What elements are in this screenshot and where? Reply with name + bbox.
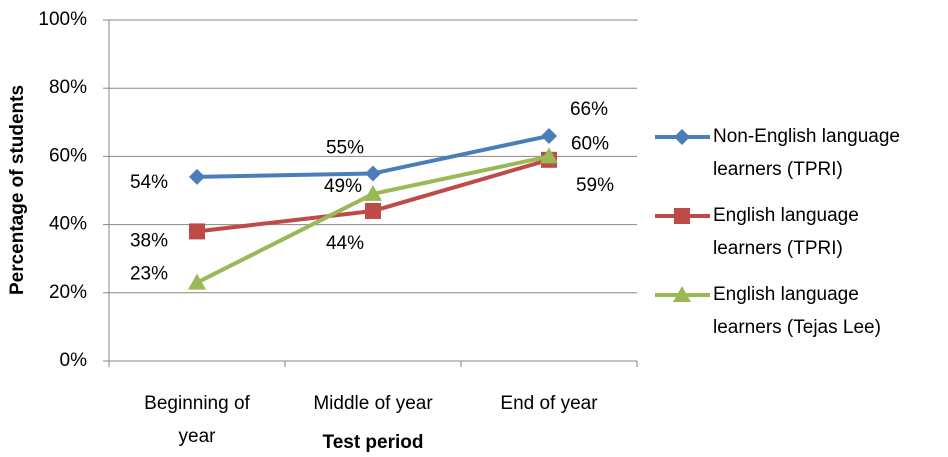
data-label: 55% bbox=[326, 137, 364, 158]
x-tick-label: Beginning of year bbox=[144, 393, 250, 447]
marker bbox=[189, 168, 205, 185]
y-tick-label: 20% bbox=[49, 282, 87, 303]
marker bbox=[189, 223, 205, 240]
x-axis-title: Test period bbox=[323, 432, 424, 453]
x-tick-label: End of year bbox=[500, 393, 598, 414]
data-label: 54% bbox=[130, 172, 168, 193]
y-tick-label: 60% bbox=[49, 145, 87, 166]
data-label: 23% bbox=[130, 264, 168, 285]
y-tick-label: 80% bbox=[49, 77, 87, 98]
legend-label: English language learners (Tejas Lee) bbox=[713, 284, 881, 338]
marker bbox=[673, 286, 691, 302]
data-label: 44% bbox=[326, 233, 364, 254]
legend-label: English language learners (TPRI) bbox=[713, 205, 859, 259]
marker bbox=[540, 147, 558, 164]
marker bbox=[541, 127, 557, 144]
y-tick-label: 40% bbox=[49, 214, 87, 235]
data-label: 59% bbox=[576, 175, 614, 196]
marker bbox=[364, 184, 382, 201]
marker bbox=[674, 208, 690, 224]
marker bbox=[365, 165, 381, 182]
legend-label: Non-English language learners (TPRI) bbox=[713, 126, 900, 180]
y-axis-title: Percentage of students bbox=[7, 85, 28, 295]
marker bbox=[674, 129, 690, 145]
marker bbox=[365, 202, 381, 219]
y-tick-label: 0% bbox=[60, 350, 88, 371]
data-label: 38% bbox=[130, 230, 168, 251]
data-label: 49% bbox=[324, 176, 362, 197]
marker bbox=[188, 273, 206, 290]
data-label: 60% bbox=[571, 133, 609, 154]
y-tick-label: 100% bbox=[38, 9, 87, 30]
data-label: 66% bbox=[570, 99, 608, 120]
x-tick-label: Middle of year bbox=[313, 393, 433, 414]
